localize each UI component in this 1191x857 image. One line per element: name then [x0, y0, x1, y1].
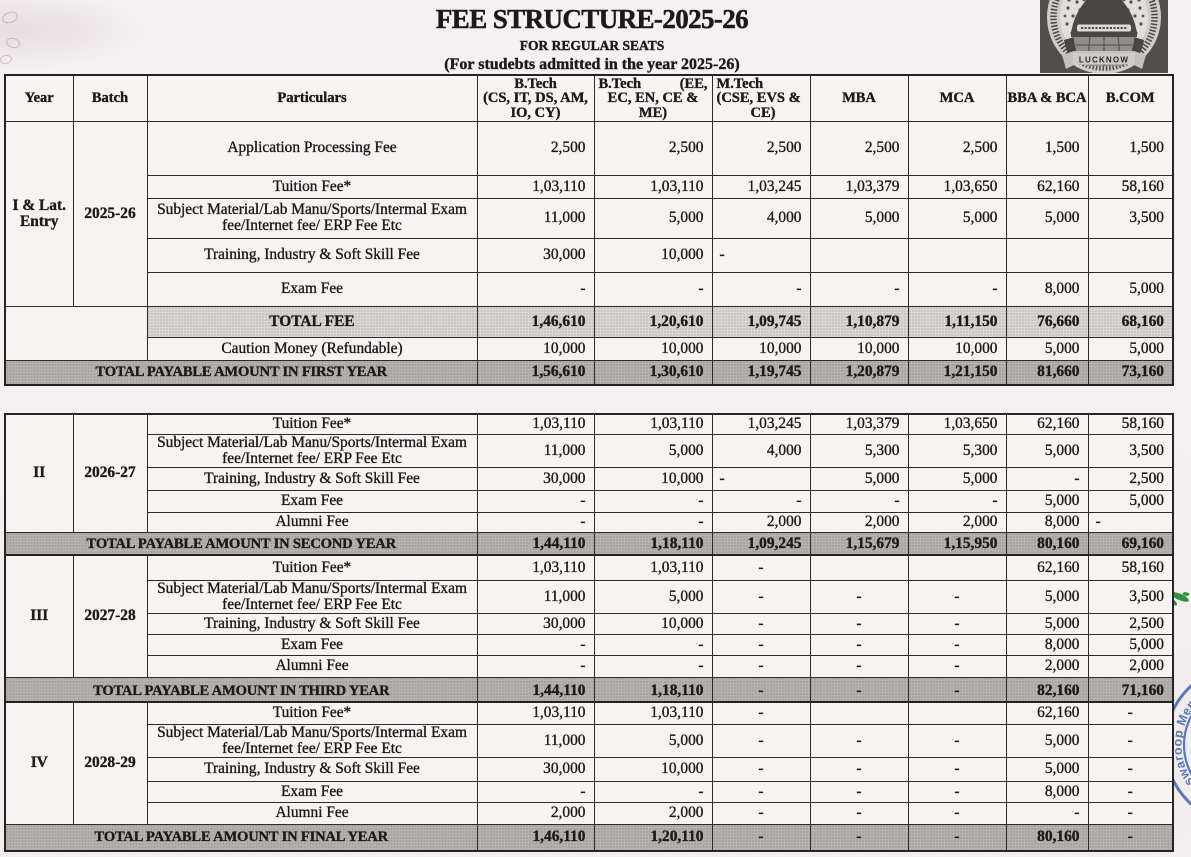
svg-text:LUCKNOW: LUCKNOW: [1079, 56, 1129, 65]
